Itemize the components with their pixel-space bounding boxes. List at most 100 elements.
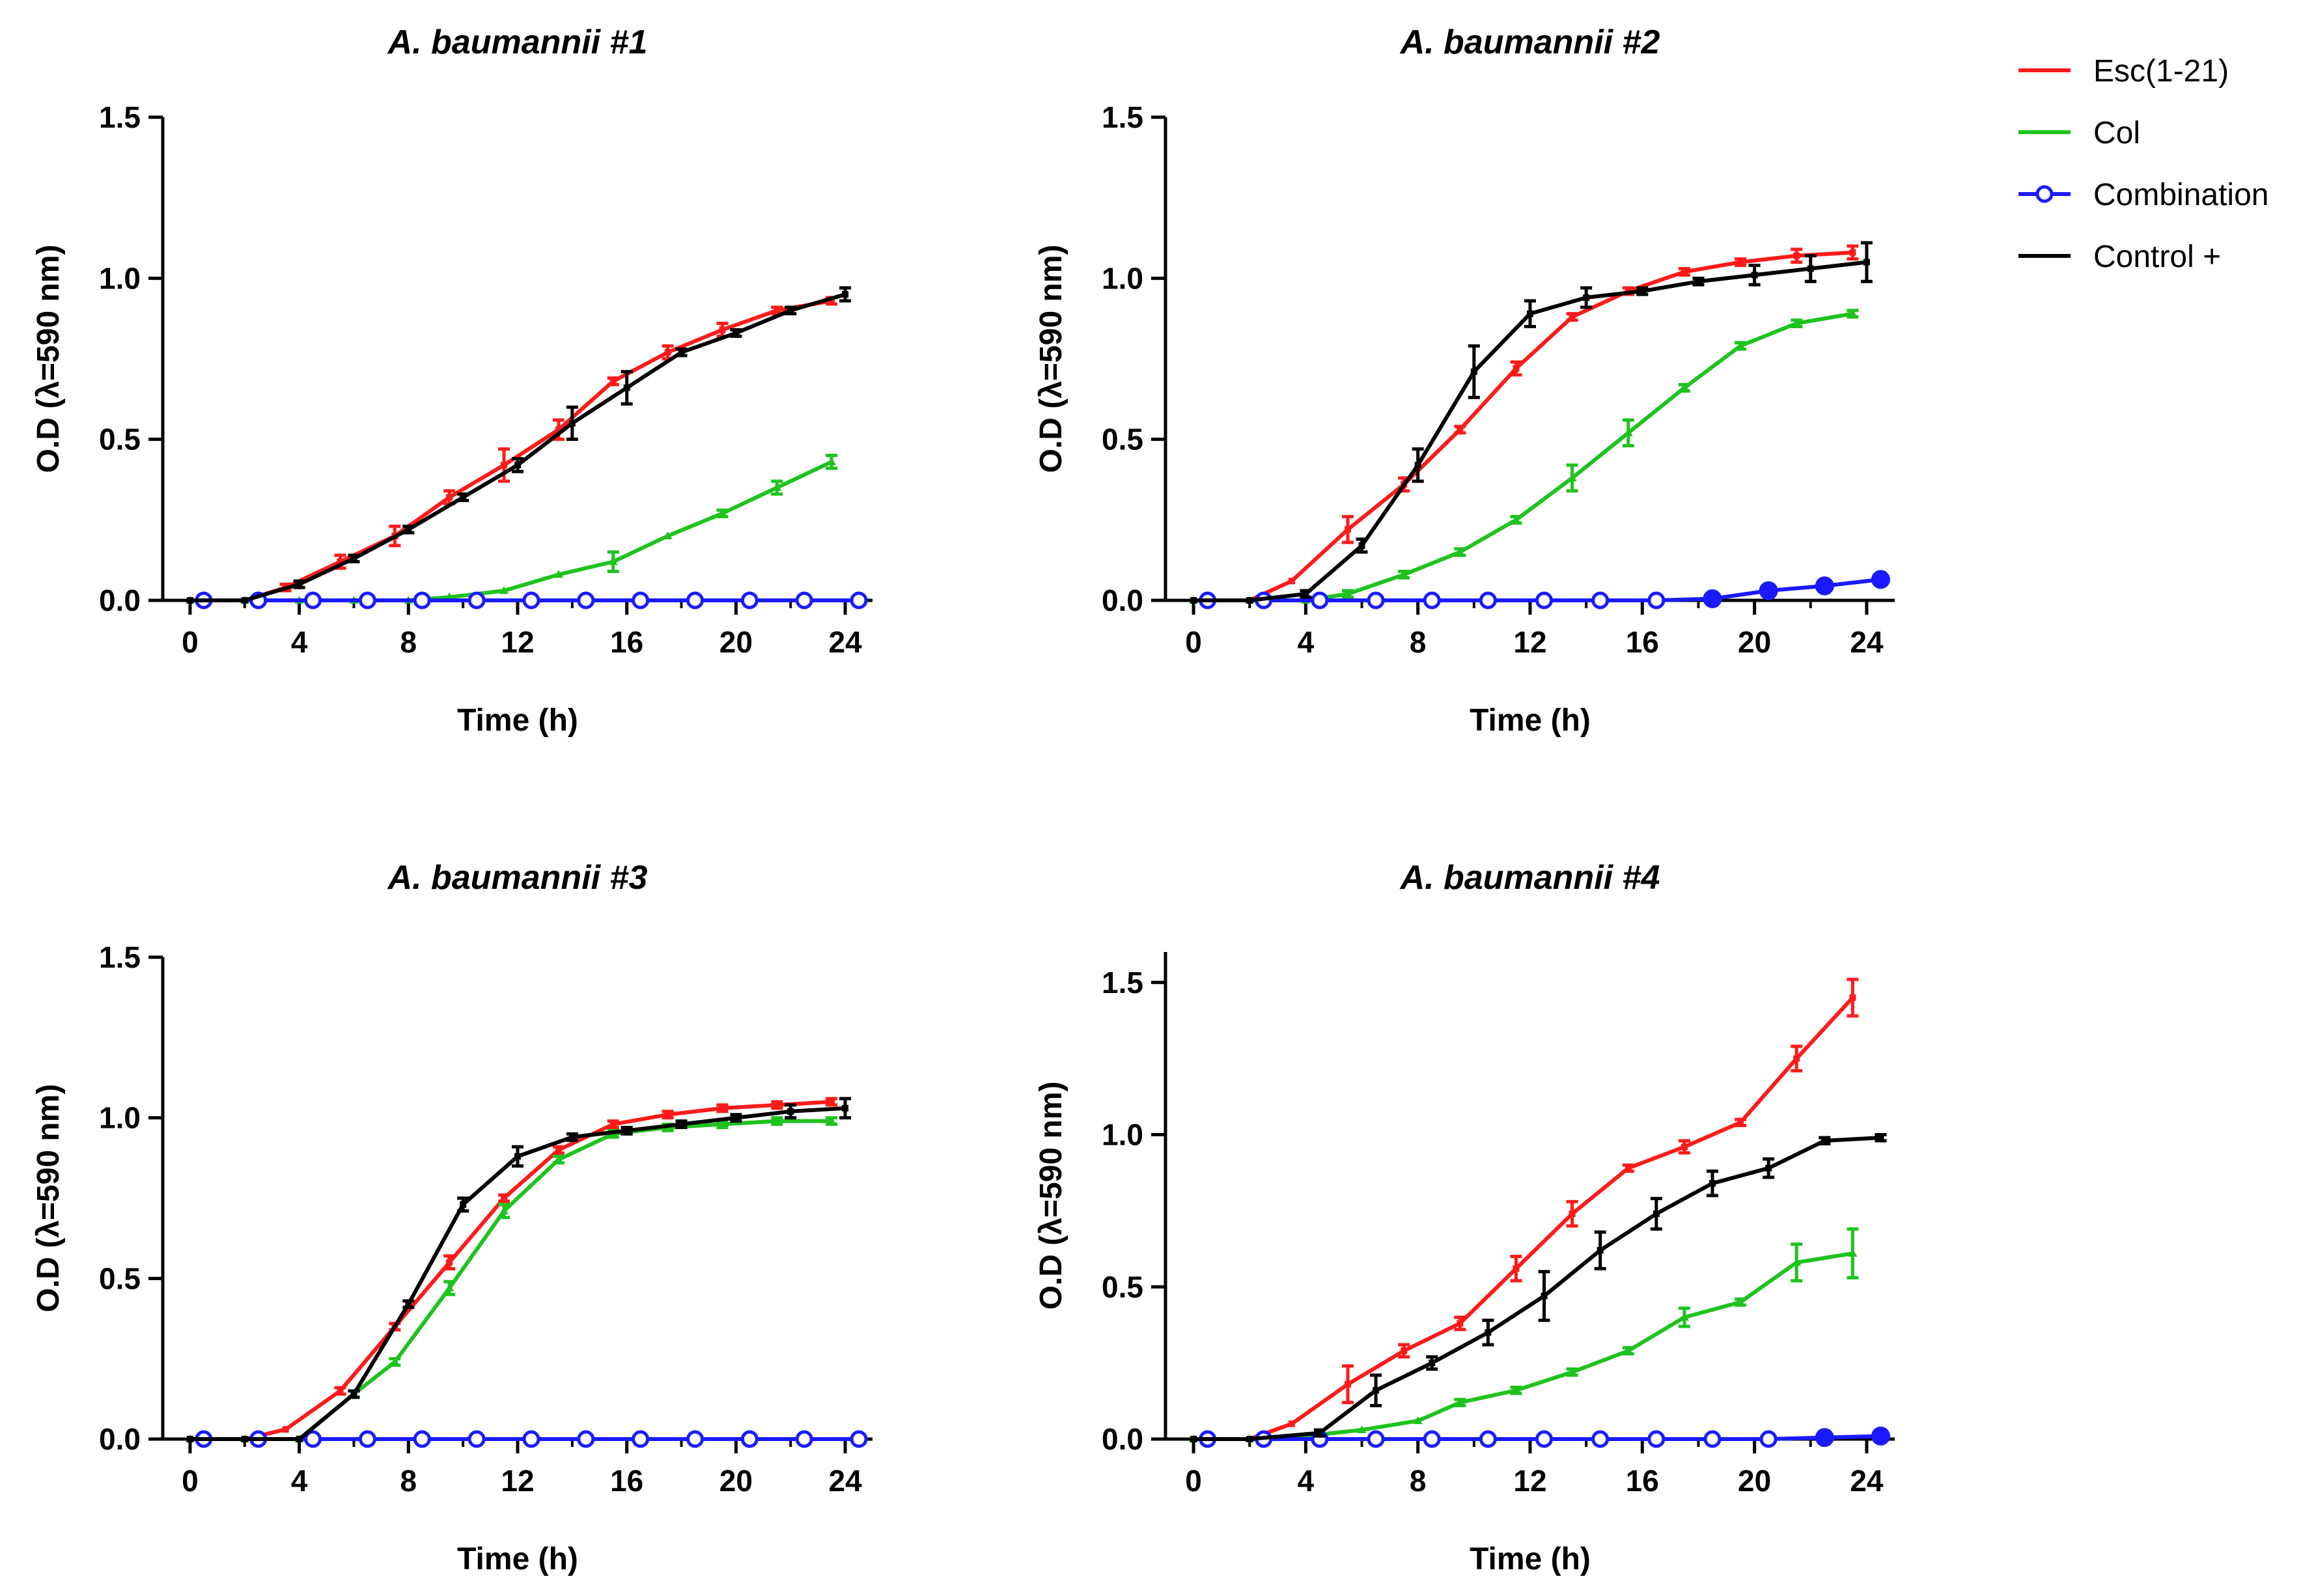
data-point <box>1765 1164 1772 1171</box>
data-point <box>1591 1430 1610 1448</box>
data-point <box>467 1430 486 1448</box>
data-point <box>446 494 453 501</box>
data-point <box>842 291 849 298</box>
x-tick-label: 24 <box>828 1464 862 1498</box>
data-point <box>501 1195 508 1201</box>
data-point <box>1423 1430 1441 1448</box>
data-point <box>1513 365 1520 372</box>
data-point <box>718 1119 727 1128</box>
y-axis-label: O.D (λ=590 nm) <box>31 1084 66 1313</box>
y-tick-label: 1.5 <box>1102 966 1143 1000</box>
data-point <box>1302 591 1309 598</box>
data-point <box>555 426 562 433</box>
data-point <box>296 581 303 588</box>
data-point <box>740 1430 759 1448</box>
data-point <box>1345 526 1351 533</box>
data-point <box>1569 1211 1576 1218</box>
y-tick-label: 1.5 <box>99 940 141 974</box>
data-point <box>1367 1430 1385 1448</box>
legend-item-control-: Control + <box>2018 240 2221 274</box>
data-point <box>1535 1430 1554 1448</box>
data-point <box>1815 576 1834 596</box>
data-point <box>774 307 781 314</box>
data-point <box>1679 1313 1689 1321</box>
data-point <box>1647 1430 1666 1448</box>
series-combination <box>1199 570 1890 609</box>
data-point <box>1345 1380 1351 1388</box>
data-point <box>1316 1429 1323 1436</box>
data-point <box>1485 1329 1492 1336</box>
data-point <box>241 597 248 604</box>
x-tick-label: 24 <box>1850 1464 1884 1498</box>
data-point <box>1821 1137 1828 1144</box>
data-point <box>1736 1297 1746 1306</box>
data-point <box>1863 259 1870 266</box>
data-point <box>1848 1248 1858 1257</box>
data-point <box>1815 1428 1834 1448</box>
data-point <box>1639 288 1646 295</box>
data-point <box>827 457 837 466</box>
x-tick-label: 0 <box>1185 1464 1202 1498</box>
data-point <box>514 1153 521 1160</box>
data-point <box>499 1206 509 1214</box>
data-point <box>1751 272 1758 279</box>
data-point <box>241 1436 248 1442</box>
data-point <box>1246 1436 1253 1442</box>
data-point <box>467 591 486 609</box>
data-point <box>1311 591 1329 609</box>
legend-label: Esc(1-21) <box>2093 54 2229 89</box>
data-point <box>1871 570 1890 589</box>
legend-label: Combination <box>2093 178 2268 212</box>
series-control- <box>186 286 852 604</box>
x-tick-label: 12 <box>1513 1464 1546 1498</box>
data-point <box>553 570 563 578</box>
data-point <box>1358 542 1365 549</box>
data-point <box>555 1147 562 1153</box>
legend-item-combination: Combination <box>2018 178 2268 212</box>
data-point <box>1455 547 1465 555</box>
data-point <box>1343 589 1352 598</box>
data-point <box>609 378 617 385</box>
legend-label: Col <box>2093 116 2140 150</box>
data-point <box>1703 1430 1722 1448</box>
data-point <box>1792 318 1802 327</box>
y-tick-label: 0.0 <box>99 583 141 617</box>
data-point <box>774 1101 781 1108</box>
data-point <box>1541 1293 1548 1300</box>
data-point <box>1399 570 1409 578</box>
x-tick-label: 12 <box>501 1464 534 1498</box>
data-point <box>827 1116 837 1125</box>
data-point <box>405 526 412 533</box>
legend-marker <box>2035 185 2054 203</box>
data-point <box>664 1111 671 1118</box>
data-point <box>350 1390 357 1397</box>
x-tick-label: 12 <box>501 625 534 659</box>
series-esc-1-21- <box>1190 244 1859 604</box>
data-point <box>304 1430 322 1448</box>
data-point <box>632 591 650 609</box>
data-point <box>1583 294 1590 301</box>
x-tick-label: 24 <box>828 625 862 659</box>
x-tick-label: 16 <box>610 1464 643 1498</box>
data-point <box>828 297 835 304</box>
data-point <box>1373 1387 1380 1394</box>
data-point <box>632 1430 650 1448</box>
data-point <box>390 1357 400 1365</box>
y-axis-label: O.D (λ=590 nm) <box>1034 245 1068 473</box>
data-point <box>686 1430 704 1448</box>
data-point <box>828 1099 835 1105</box>
data-point <box>1457 426 1464 433</box>
data-point <box>1623 428 1633 436</box>
data-point <box>740 591 759 609</box>
data-point <box>1527 310 1533 317</box>
data-point <box>1792 1257 1802 1266</box>
data-point <box>609 1121 617 1128</box>
data-point <box>358 1430 376 1448</box>
y-axis-label: O.D (λ=590 nm) <box>31 245 66 473</box>
panel-3: A. baumannii #3 0 4 8 12 16 20 24 0.0 0.5 1.0 1.5 Ti… <box>31 859 872 1576</box>
data-point <box>553 1155 563 1163</box>
data-point <box>1759 581 1778 600</box>
data-point <box>1681 268 1688 275</box>
